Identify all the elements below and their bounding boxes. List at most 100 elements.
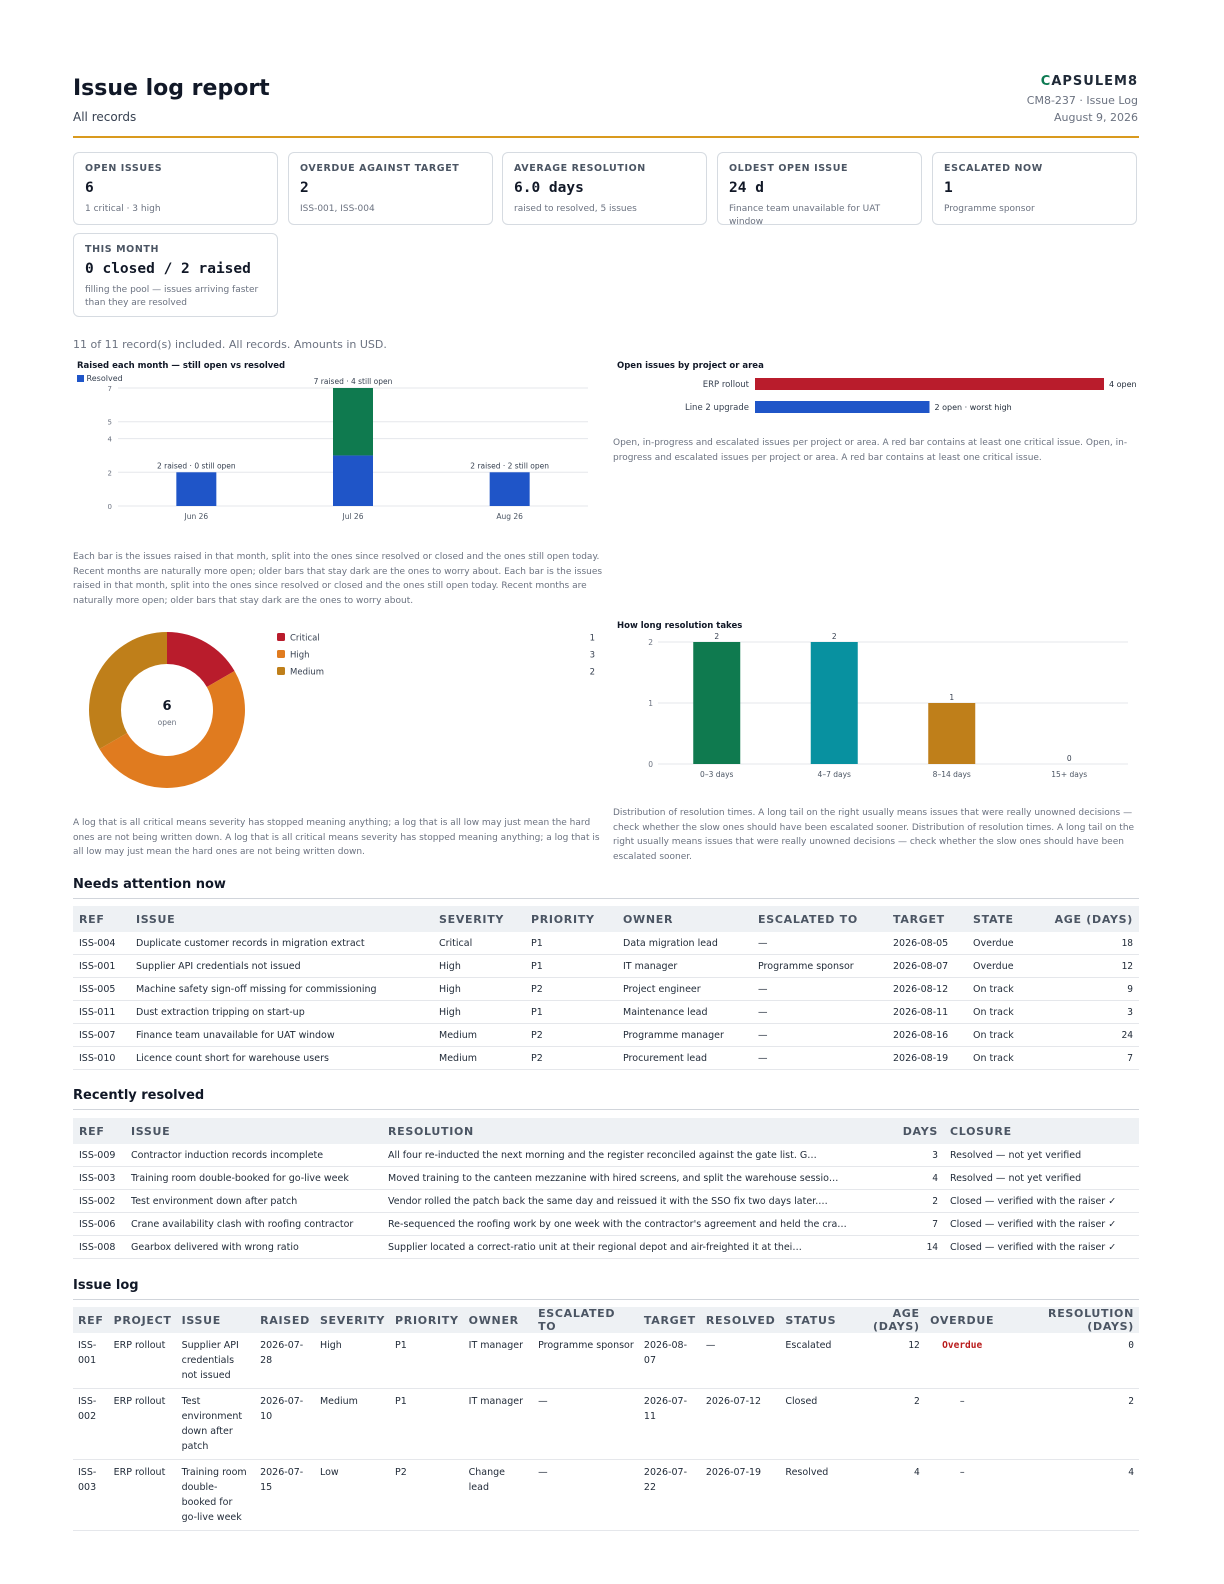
column-header[interactable]: Target	[887, 906, 967, 932]
column-header[interactable]: Age (days)	[841, 1307, 925, 1333]
legend-swatch	[277, 633, 285, 641]
kpi-note: filling the pool — issues arriving faste…	[85, 285, 259, 308]
table-cell: Supplier API credentials not issued	[130, 954, 433, 978]
column-header[interactable]: Severity	[314, 1307, 391, 1333]
bar-label: 7 raised · 4 still open	[314, 378, 393, 386]
column-header[interactable]: Age (days)	[1042, 906, 1139, 932]
kpi-escalated: Escalated now 1 Programme sponsor	[932, 152, 1137, 225]
donut-slice	[99, 671, 245, 788]
table-cell: ISS-008	[73, 1235, 125, 1259]
bar	[693, 642, 741, 764]
y-tick-label: 2	[648, 638, 653, 647]
kpi-label: Escalated now	[944, 163, 1043, 174]
table-cell: 2026-08-16	[887, 1023, 967, 1047]
table-cell: Programme manager	[617, 1023, 752, 1047]
table-cell: 2026-08-07	[887, 954, 967, 978]
column-header[interactable]: Resolution	[382, 1118, 892, 1144]
column-header[interactable]: Target	[638, 1307, 701, 1333]
category-label: Line 2 upgrade	[685, 403, 749, 413]
legend-label: Medium	[290, 668, 324, 678]
legend-label: Critical	[290, 634, 320, 644]
table-cell: 2	[892, 1189, 944, 1213]
column-header[interactable]: Raised	[255, 1307, 315, 1333]
x-tick-label: Aug 26	[496, 512, 523, 521]
column-header[interactable]: Owner	[617, 906, 752, 932]
kpi-label: Average resolution	[514, 163, 646, 174]
table-cell: ISS-001	[73, 1333, 109, 1389]
table-cell: 2	[999, 1388, 1139, 1460]
column-header[interactable]: State	[967, 906, 1042, 932]
column-header[interactable]: Ref	[73, 906, 130, 932]
overdue-flag: Overdue	[942, 1340, 983, 1351]
table-cell: High	[314, 1333, 391, 1389]
table-cell: High	[433, 1000, 525, 1024]
page-title: Issue log report	[73, 76, 270, 101]
column-header[interactable]: Priority	[525, 906, 617, 932]
table-cell: ISS-011	[73, 1000, 130, 1024]
kpi-value: 1	[944, 180, 953, 196]
table-cell: Supplier located a correct-ratio unit at…	[382, 1235, 892, 1259]
table-cell: —	[752, 977, 887, 1001]
table-cell: 2026-07-28	[255, 1333, 315, 1389]
column-header[interactable]: Issue	[125, 1118, 382, 1144]
legend-swatch	[277, 650, 285, 658]
kpi-overdue: Overdue against target 2 ISS-001, ISS-00…	[288, 152, 493, 225]
column-header[interactable]: Closure	[944, 1118, 1139, 1144]
table-cell: Medium	[433, 1023, 525, 1047]
y-tick-label: 7	[108, 385, 112, 393]
table-cell: 24	[1042, 1023, 1139, 1047]
table-cell: 2	[841, 1388, 925, 1460]
category-label: ERP rollout	[703, 380, 750, 390]
table-cell: Machine safety sign-off missing for comm…	[130, 977, 433, 1001]
y-tick-label: 1	[648, 699, 653, 708]
column-header[interactable]: Ref	[73, 1118, 125, 1144]
table-cell: ISS-001	[73, 954, 130, 978]
column-header[interactable]: Ref	[73, 1307, 109, 1333]
table-cell: Medium	[433, 1046, 525, 1070]
x-tick-label: 0–3 days	[700, 770, 733, 779]
kpi-label: Overdue against target	[300, 163, 460, 174]
column-header[interactable]: Escalated to	[752, 906, 887, 932]
bar-value-label: 1	[949, 693, 954, 702]
table-cell: Gearbox delivered with wrong ratio	[125, 1235, 382, 1259]
column-header[interactable]: Issue	[176, 1307, 256, 1333]
column-header[interactable]: Overdue	[924, 1307, 1000, 1333]
bar-label: 2 open · worst high	[935, 403, 1012, 412]
bar-value-label: 0	[1067, 754, 1072, 763]
kpi-note: Finance team unavailable for UAT window	[729, 204, 881, 227]
bar-label: 2 raised · 0 still open	[157, 461, 236, 470]
chart-caption: A log that is all critical means severit…	[73, 818, 600, 857]
y-tick-label: 0	[648, 760, 653, 769]
column-header[interactable]: Project	[108, 1307, 177, 1333]
column-header[interactable]: Priority	[390, 1307, 464, 1333]
table-row: ISS-009 Contractor induction records inco…	[73, 1144, 1139, 1167]
column-header[interactable]: Severity	[433, 906, 525, 932]
table-row: ISS-001 Supplier API credentials not issu…	[73, 954, 1139, 978]
legend-value: 1	[590, 634, 595, 644]
column-header[interactable]: Owner	[463, 1307, 534, 1333]
table-cell: Vendor rolled the patch back the same da…	[382, 1189, 892, 1213]
table-cell: 0	[999, 1333, 1139, 1389]
column-header[interactable]: Days	[892, 1118, 944, 1144]
kpi-label: Open issues	[85, 163, 163, 174]
column-header[interactable]: Resolution (days)	[999, 1307, 1139, 1333]
x-tick-label: 8–14 days	[933, 770, 971, 779]
y-tick-label: 2	[108, 469, 112, 477]
table-cell: On track	[967, 1023, 1042, 1047]
table-cell: Closed	[780, 1388, 842, 1460]
table-cell: ISS-004	[73, 932, 130, 955]
column-header[interactable]: Issue	[130, 906, 433, 932]
table-cell: Moved training to the canteen mezzanine …	[382, 1166, 892, 1190]
table-cell: High	[433, 977, 525, 1001]
column-header[interactable]: Resolved	[700, 1307, 781, 1333]
table-row: ISS-008 Gearbox delivered with wrong rati…	[73, 1235, 1139, 1259]
column-header[interactable]: Status	[780, 1307, 842, 1333]
table-cell: Data migration lead	[617, 932, 752, 955]
column-header[interactable]: Escalated to	[533, 1307, 639, 1333]
y-tick-label: 4	[108, 436, 113, 444]
section-divider	[73, 1299, 1139, 1300]
kpi-open-issues: Open issues 6 1 critical · 3 high	[73, 152, 278, 225]
table-cell: 4	[892, 1166, 944, 1190]
table-cell: All four re-inducted the next morning an…	[382, 1144, 892, 1167]
table-cell: On track	[967, 1000, 1042, 1024]
